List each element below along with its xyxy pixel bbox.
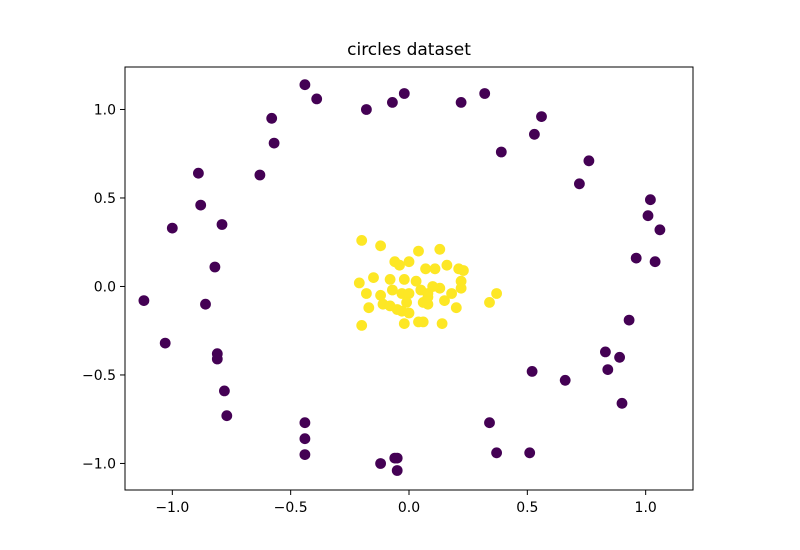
- inner-circle-point: [446, 288, 457, 299]
- outer-circle-point: [159, 337, 171, 349]
- outer-circle-point: [268, 137, 280, 149]
- outer-circle-point: [216, 219, 228, 230]
- inner-circle-point: [363, 302, 375, 314]
- outer-circle-point: [524, 447, 536, 459]
- outer-circle-point: [536, 111, 547, 122]
- inner-circle-point: [420, 263, 431, 275]
- outer-circle-point: [484, 417, 495, 429]
- outer-circle-point: [602, 364, 614, 375]
- inner-circle-point: [356, 235, 368, 246]
- inner-circle-point: [403, 256, 415, 268]
- outer-circle-point: [138, 295, 150, 306]
- outer-circle-point: [209, 261, 221, 273]
- data-points: [138, 79, 666, 476]
- inner-circle-point: [394, 259, 405, 271]
- inner-circle-point: [422, 291, 434, 303]
- inner-circle-point: [429, 263, 441, 275]
- outer-circle-point: [375, 458, 386, 469]
- outer-circle-point: [455, 97, 467, 108]
- outer-circle-point: [529, 128, 540, 140]
- outer-circle-point: [645, 194, 656, 206]
- plot-frame: [124, 66, 694, 491]
- outer-circle-point: [495, 146, 507, 158]
- outer-circle-point: [211, 353, 223, 365]
- y-tick-label: −0.5: [82, 368, 116, 384]
- inner-circle-point: [375, 289, 386, 301]
- inner-circle-point: [403, 307, 415, 319]
- inner-circle-point: [387, 284, 398, 296]
- inner-circle-point: [491, 288, 502, 299]
- outer-circle-point: [623, 314, 635, 326]
- outer-circle-point: [299, 433, 311, 445]
- x-tick-label: −0.5: [274, 500, 308, 516]
- x-tick-label: 0.0: [398, 500, 420, 516]
- outer-circle-point: [299, 79, 311, 91]
- outer-circle-point: [219, 385, 230, 397]
- inner-circle-point: [434, 243, 446, 255]
- y-tick-label: 0.0: [94, 279, 116, 295]
- outer-circle-point: [616, 397, 628, 409]
- inner-circle-point: [368, 272, 379, 283]
- x-tick-label: 0.5: [516, 500, 538, 516]
- chart-title: circles dataset: [347, 40, 471, 60]
- outer-circle-point: [299, 449, 311, 460]
- y-tick-label: 1.0: [94, 102, 116, 118]
- inner-circle-point: [455, 282, 467, 294]
- outer-circle-point: [391, 452, 403, 464]
- y-axis: −1.0 −0.5 0.0 0.5 1.0: [82, 102, 125, 472]
- outer-circle-point: [559, 374, 571, 386]
- outer-circle-point: [166, 222, 178, 234]
- inner-circle-point: [403, 288, 415, 299]
- inner-circle-point: [361, 288, 372, 299]
- inner-circle-point: [398, 318, 410, 329]
- outer-circle-point: [387, 97, 398, 108]
- outer-circle-point: [654, 224, 666, 236]
- outer-circle-point: [649, 256, 661, 268]
- x-tick-label: 1.0: [635, 500, 657, 516]
- inner-circle-point: [353, 277, 365, 289]
- outer-circle-point: [266, 112, 278, 124]
- inner-circle-point: [398, 274, 410, 285]
- inner-circle-point: [450, 302, 462, 314]
- y-tick-label: 0.5: [94, 191, 116, 207]
- outer-circle-point: [311, 93, 323, 105]
- x-tick-label: −1.0: [155, 500, 189, 516]
- outer-circle-point: [200, 298, 211, 310]
- outer-circle-point: [614, 351, 625, 363]
- inner-circle-point: [484, 297, 495, 308]
- y-tick-label: −1.0: [82, 456, 116, 472]
- outer-circle-point: [583, 155, 595, 167]
- outer-circle-point: [600, 346, 611, 358]
- inner-circle-point: [417, 316, 429, 328]
- inner-circle-point: [384, 274, 396, 285]
- outer-circle-point: [254, 169, 266, 181]
- outer-circle-point: [398, 88, 410, 99]
- inner-circle-point: [441, 259, 453, 271]
- outer-circle-point: [630, 252, 642, 264]
- inner-circle-point: [436, 318, 448, 329]
- outer-circle-point: [491, 447, 502, 459]
- outer-circle-point: [574, 178, 585, 190]
- outer-circle-point: [299, 417, 311, 429]
- outer-circle-point: [391, 465, 403, 476]
- inner-circle-point: [439, 295, 450, 306]
- outer-circle-point: [479, 88, 491, 99]
- outer-circle-point: [221, 410, 233, 422]
- outer-circle-point: [361, 104, 372, 115]
- outer-circle-point: [526, 366, 538, 377]
- outer-circle-point: [193, 167, 204, 179]
- inner-circle-point: [458, 265, 469, 276]
- inner-circle-point: [413, 245, 424, 257]
- inner-circle-point: [427, 281, 439, 292]
- inner-circle-point: [356, 320, 368, 331]
- x-axis: −1.0 −0.5 0.0 0.5 1.0: [155, 490, 657, 516]
- outer-circle-point: [195, 199, 207, 211]
- inner-circle-point: [375, 240, 386, 252]
- outer-circle-point: [642, 210, 654, 222]
- inner-circle-point: [401, 297, 412, 308]
- inner-circle-point: [410, 275, 422, 287]
